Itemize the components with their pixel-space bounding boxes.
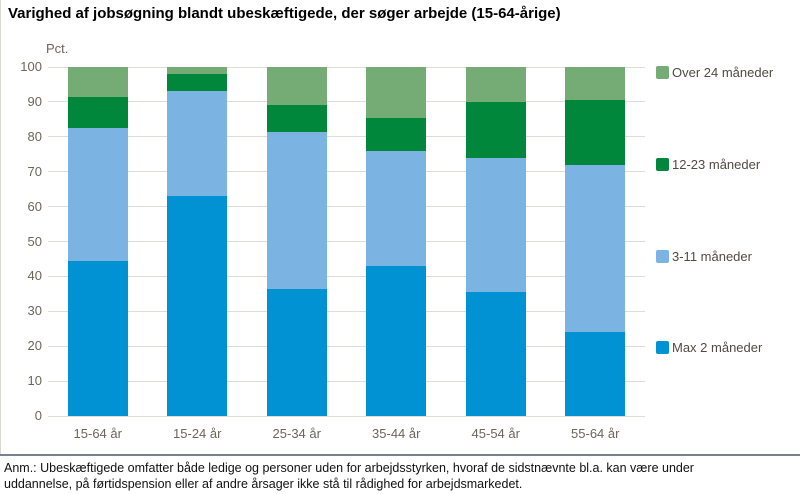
bar-segment	[366, 150, 427, 266]
legend-swatch	[656, 249, 669, 263]
bar-segment	[366, 265, 427, 416]
plot-area	[48, 66, 645, 417]
legend-swatch	[656, 157, 669, 171]
gridline	[48, 275, 645, 277]
legend-label: 3-11 måneder	[672, 248, 752, 264]
legend-label: Max 2 måneder	[672, 339, 763, 355]
bar-segment	[167, 91, 228, 197]
bar-segment	[465, 67, 526, 102]
x-axis-category-label: 25-34 år	[272, 426, 321, 441]
y-axis-tick-label: 10	[27, 373, 42, 389]
bar-segment	[565, 332, 626, 416]
legend-swatch	[656, 65, 669, 79]
gridline	[48, 66, 645, 68]
left-edge-border	[0, 0, 1, 455]
footnote-text: Anm.: Ubeskæftigede omfatter både ledige…	[4, 461, 694, 491]
gridline	[48, 171, 645, 173]
gridline	[48, 136, 645, 138]
bar-segment	[67, 128, 128, 261]
legend-item: 12-23 måneder	[656, 156, 760, 172]
legend-item: 3-11 måneder	[656, 248, 752, 264]
gridline	[48, 345, 645, 347]
x-axis-category-label: 15-24 år	[173, 426, 222, 441]
chart-title: Varighed af jobsøgning blandt ubeskæftig…	[8, 5, 561, 22]
y-axis-tick-label: 20	[27, 338, 42, 354]
legend-item: Over 24 måneder	[656, 64, 773, 80]
legend-label: 12-23 måneder	[672, 156, 761, 172]
bar-segment	[565, 100, 626, 165]
bar-segment	[167, 74, 228, 92]
y-axis-tick-label: 60	[27, 198, 42, 214]
stacked-bar-45-54-år	[465, 67, 526, 416]
stacked-bar-35-44-år	[366, 67, 427, 416]
x-axis-category-label: 45-54 år	[471, 426, 520, 441]
gridline	[48, 380, 645, 382]
stacked-bar-15-64-år	[67, 67, 128, 416]
x-axis-category-label: 35-44 år	[372, 426, 421, 441]
bar-segment	[167, 67, 228, 74]
bar-segment	[465, 157, 526, 293]
y-axis-tick-label: 30	[27, 303, 42, 319]
y-axis-tick-label: 40	[27, 268, 42, 284]
bar-segment	[266, 131, 327, 289]
stacked-bar-55-64-år	[565, 67, 626, 416]
bar-segment	[266, 288, 327, 416]
bar-segment	[266, 105, 327, 132]
stacked-bar-25-34-år	[266, 67, 327, 416]
gridline	[48, 415, 645, 417]
legend-swatch	[656, 340, 669, 354]
gridline	[48, 101, 645, 103]
y-axis-tick-label: 80	[27, 128, 42, 144]
bar-segment	[167, 196, 228, 416]
legend-item: Max 2 måneder	[656, 339, 762, 355]
bar-segment	[366, 117, 427, 151]
bar-segment	[565, 67, 626, 101]
bar-segment	[366, 67, 427, 118]
bar-segment	[266, 67, 327, 106]
bar-segment	[465, 101, 526, 158]
bar-segment	[67, 96, 128, 129]
y-axis-tick-label: 0	[34, 408, 42, 423]
bar-segment	[67, 67, 128, 97]
footnote-divider	[0, 454, 800, 456]
x-axis-category-label: 55-64 år	[571, 426, 620, 441]
y-axis-unit-label: Pct.	[46, 41, 69, 56]
gridline	[48, 206, 645, 208]
bar-segment	[67, 260, 128, 416]
x-axis-category-label: 15-64 år	[73, 426, 122, 441]
gridline	[48, 310, 645, 312]
legend-label: Over 24 måneder	[672, 64, 774, 80]
y-axis-tick-label: 50	[27, 233, 42, 249]
gridline	[48, 241, 645, 242]
y-axis-tick-label: 90	[27, 93, 42, 109]
stacked-bar-15-24-år	[167, 67, 228, 416]
y-axis-tick-label: 70	[27, 163, 42, 179]
bar-segment	[465, 292, 526, 416]
bar-segment	[565, 164, 626, 333]
y-axis-tick-label: 100	[20, 59, 42, 74]
